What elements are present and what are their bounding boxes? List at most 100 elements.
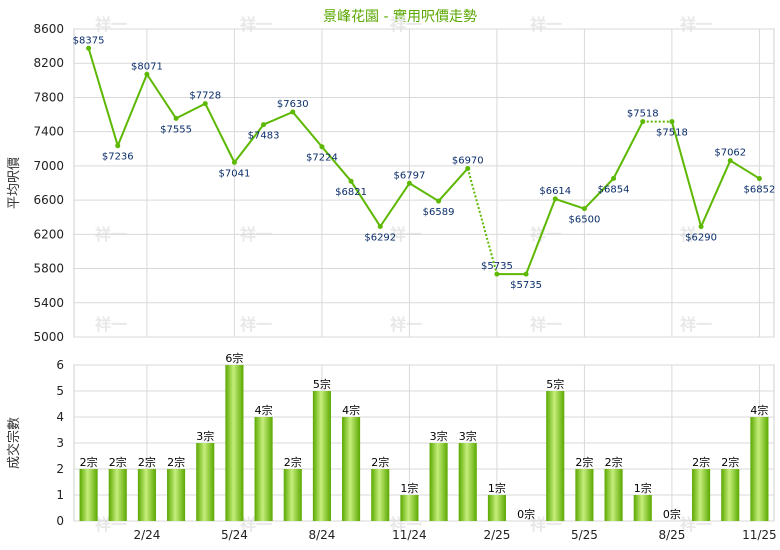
x-tick-label: 2/24 — [133, 528, 160, 542]
x-tick-label: 2/25 — [483, 528, 510, 542]
price-tick-label: 5000 — [33, 330, 64, 344]
price-line-segment — [466, 168, 498, 275]
price-point — [406, 180, 412, 186]
watermark-text: 祥一 — [680, 15, 712, 34]
count-bar — [79, 469, 98, 521]
price-point — [611, 175, 617, 181]
x-tick-label: 5/25 — [571, 528, 598, 542]
price-line-segment — [204, 103, 236, 163]
price-plot-area — [73, 28, 775, 338]
count-bar — [137, 469, 156, 521]
price-data-label: $7555 — [160, 124, 192, 135]
price-line-segment — [350, 180, 382, 228]
count-bar — [575, 469, 594, 521]
count-bar — [108, 469, 127, 521]
price-line-segment — [291, 111, 323, 148]
count-data-label: 4宗 — [750, 403, 768, 417]
price-data-label: $6852 — [744, 185, 776, 196]
x-tick-label: 8/24 — [308, 528, 335, 542]
price-point — [144, 71, 150, 77]
count-bar — [342, 417, 361, 521]
count-data-label: 3宗 — [459, 429, 477, 443]
count-data-label: 2宗 — [284, 455, 302, 469]
price-line-segment — [525, 198, 557, 275]
count-bar — [633, 495, 652, 521]
count-panel: 成交宗數 6 5 4 3 2 1 0 2/24 5/24 8/24 11/24 2/25 5/25 8/2… — [6, 351, 777, 542]
count-data-label: 4宗 — [255, 403, 273, 417]
count-tick-label: 6 — [56, 358, 64, 372]
price-panel: 平均呎價 8600 8200 7800 7400 7000 6600 6200 5800 540… — [7, 22, 775, 344]
price-line-segment — [175, 102, 206, 120]
count-data-label: 2宗 — [721, 455, 739, 469]
price-line-segment — [729, 159, 760, 180]
count-bar — [400, 495, 419, 521]
price-line-segment — [263, 111, 294, 126]
count-bar — [196, 443, 215, 521]
price-data-label: $5735 — [481, 261, 513, 272]
price-point — [465, 165, 471, 171]
price-tick-label: 7400 — [33, 125, 64, 139]
count-data-label: 3宗 — [430, 429, 448, 443]
price-point — [319, 144, 325, 150]
price-tick-label: 8200 — [33, 56, 64, 70]
price-point — [231, 159, 237, 165]
price-data-label: $7224 — [306, 153, 338, 164]
count-bar — [750, 417, 769, 521]
count-data-label: 2宗 — [692, 455, 710, 469]
price-line-segment — [379, 182, 411, 228]
count-data-label: 3宗 — [196, 429, 214, 443]
price-line-segment — [554, 197, 585, 210]
price-data-label: $7518 — [656, 128, 688, 139]
price-point — [377, 223, 383, 229]
price-line-segment — [437, 167, 469, 202]
watermark-text: 祥一 — [680, 315, 712, 334]
watermark-text: 祥一 — [240, 15, 272, 34]
price-point — [348, 178, 354, 184]
count-tick-label: 2 — [56, 462, 64, 476]
count-data-label: 4宗 — [342, 403, 360, 417]
price-point — [727, 158, 733, 164]
price-data-label: $7062 — [714, 148, 746, 159]
price-point — [261, 122, 267, 128]
price-data-label: $6292 — [364, 232, 396, 243]
price-line-segment — [233, 123, 265, 163]
price-data-label: $8375 — [73, 35, 105, 46]
count-bar — [254, 417, 273, 521]
watermark-text: 祥一 — [390, 315, 422, 334]
count-data-label: 2宗 — [605, 455, 623, 469]
count-data-label: 2宗 — [575, 455, 593, 469]
x-tick-label: 11/24 — [392, 528, 427, 542]
price-line-segment — [670, 121, 703, 227]
price-point — [86, 45, 92, 51]
count-tick-label: 3 — [56, 436, 64, 450]
price-data-label: $5735 — [510, 280, 542, 291]
count-data-label: 5宗 — [546, 377, 564, 391]
price-tick-label: 6200 — [33, 227, 64, 241]
price-data-label: $7518 — [627, 109, 659, 120]
count-bar — [692, 469, 711, 521]
price-data-label: $6290 — [685, 233, 717, 244]
price-point — [552, 196, 558, 202]
count-y-axis-title: 成交宗數 — [6, 417, 22, 469]
count-data-label: 0宗 — [663, 507, 681, 521]
count-data-label: 2宗 — [167, 455, 185, 469]
count-bar — [429, 443, 448, 521]
price-tick-label: 6600 — [33, 193, 64, 207]
price-line-segment — [612, 121, 644, 179]
count-data-label: 6宗 — [225, 351, 243, 365]
count-tick-label: 0 — [56, 514, 64, 528]
price-data-label: $6797 — [394, 170, 426, 181]
count-bar — [225, 365, 244, 521]
price-line-segment — [408, 182, 440, 202]
price-data-label: $6614 — [539, 186, 571, 197]
price-tick-label: 7800 — [33, 90, 64, 104]
price-line-segment — [583, 177, 615, 210]
count-data-label: 1宗 — [634, 481, 652, 495]
price-point — [494, 271, 500, 277]
count-bar — [283, 469, 302, 521]
price-point — [698, 224, 704, 230]
price-line-segment — [87, 47, 119, 146]
count-bar — [371, 469, 390, 521]
price-point — [202, 101, 208, 107]
count-tick-label: 1 — [56, 488, 64, 502]
